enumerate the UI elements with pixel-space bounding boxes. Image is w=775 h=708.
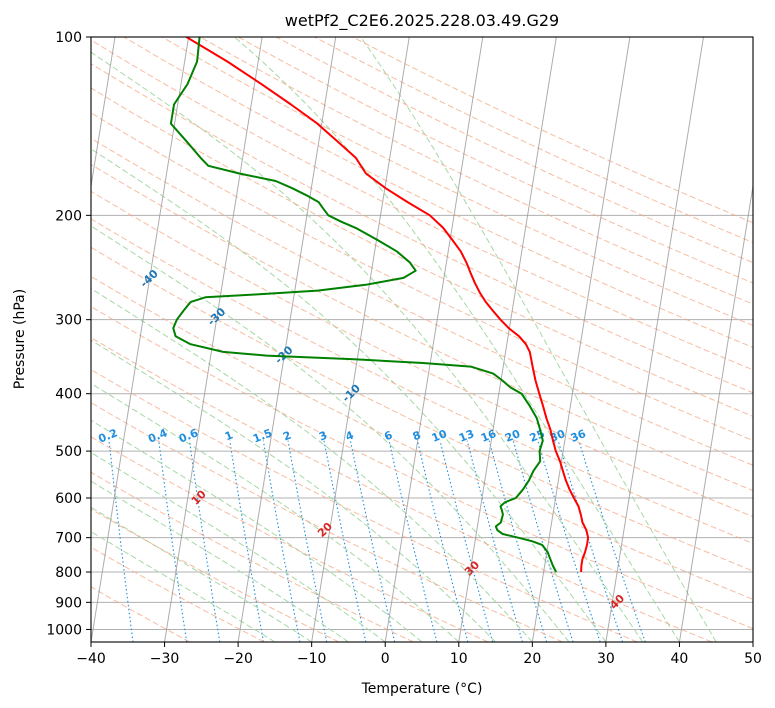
mixing-ratio-label: 16 [479, 427, 498, 445]
moist-adiabat-line [91, 288, 533, 642]
y-tick-label: 600 [55, 491, 82, 507]
y-tick-label: 100 [55, 30, 82, 46]
x-tick-label: 30 [597, 651, 615, 667]
y-tick-label: 1000 [46, 622, 82, 638]
dry-adiabat-line [91, 586, 190, 642]
isotherm-line [384, 37, 484, 642]
dry-adiabat-line [91, 402, 563, 642]
y-axis-label: Pressure (hPa) [12, 289, 28, 389]
dry-adiabat-line [123, 37, 753, 348]
isotherm-line [91, 37, 190, 642]
mixing-ratio-line [158, 440, 188, 642]
dry-adiabat-line [91, 137, 753, 466]
mixing-ratio-label: 3 [317, 429, 329, 444]
dry-adiabat-line [91, 508, 340, 642]
isotherm-grid [91, 37, 753, 642]
x-axis: −40 −30 −20 −10 0 10 20 30 40 50 [76, 642, 762, 667]
dry-adiabat-line [91, 305, 753, 630]
isotherm-line [531, 37, 631, 642]
mixing-ratio-label: 8 [411, 429, 423, 444]
moist-adiabat-line [91, 451, 386, 642]
sounding-series [169, 37, 590, 573]
x-tick-label: −20 [223, 651, 253, 667]
mixing-ratio-line [488, 440, 548, 642]
isotherm-line [164, 37, 263, 642]
x-tick-label: 20 [523, 651, 541, 667]
mixing-ratio-line [512, 440, 574, 642]
y-tick-label: 800 [55, 565, 82, 581]
dry-adiabat-line [91, 190, 753, 518]
y-tick-label: 400 [55, 387, 82, 403]
mixing-ratio-line [262, 440, 301, 642]
mixing-ratio-line [188, 440, 221, 642]
mixing-ratio-line [416, 440, 469, 642]
isotherm-line [605, 37, 704, 642]
chart-title: wetPf2_C2E6.2025.228.03.49.G29 [285, 11, 559, 31]
mixing-ratio-label: 36 [569, 427, 588, 445]
isotherm-line [311, 37, 410, 642]
y-tick-label: 500 [55, 444, 82, 460]
dry-adiabat-line [161, 37, 753, 327]
moist-adiabat-line [360, 37, 717, 642]
mixing-ratio-label: 2 [281, 429, 293, 444]
x-tick-label: −30 [150, 651, 180, 667]
moist-adiabat-line [91, 480, 349, 642]
moist-adiabat-line [91, 382, 460, 642]
y-axis: 100 200 300 400 500 600 700 800 900 1000 [46, 30, 91, 638]
isotherm-line [678, 182, 753, 642]
moist-adiabat-line [91, 419, 423, 642]
dry-adiabat-line [91, 337, 712, 642]
y-tick-label: 300 [55, 313, 82, 329]
x-tick-label: −40 [76, 651, 106, 667]
temperature-line [185, 37, 590, 573]
mixing-ratio-line [108, 440, 134, 642]
moist-adiabat-line [91, 225, 570, 642]
mixing-ratio-label: 1 [223, 429, 235, 444]
dry-adiabat-line [91, 87, 753, 417]
x-tick-label: 50 [744, 651, 762, 667]
isotherm-line [237, 37, 337, 642]
y-tick-label: 200 [55, 208, 82, 224]
mixing-ratio-line [287, 440, 328, 642]
mixing-ratio-line [229, 440, 265, 642]
y-tick-label: 700 [55, 531, 82, 547]
dry-adiabat-line [199, 37, 753, 305]
isotherm-line [91, 37, 116, 190]
mixing-ratio-label: 20 [503, 427, 522, 445]
x-tick-label: 40 [671, 651, 689, 667]
moist-adiabat-line [91, 531, 276, 642]
dry-adiabat-line [91, 436, 489, 642]
dewpoint-line [169, 37, 557, 573]
dry-adiabat-line [91, 163, 753, 492]
mixing-ratio-label: 10 [430, 427, 449, 445]
dry-adiabat-line [91, 275, 753, 600]
dry-adiabat-line [91, 39, 753, 371]
x-tick-label: 0 [381, 651, 390, 667]
moist-adiabat-line [91, 339, 496, 642]
moist-adiabat-line [91, 148, 607, 642]
x-axis-label: Temperature (°C) [361, 681, 483, 697]
moist-adiabat-line [91, 51, 644, 642]
mixing-ratio-line [439, 440, 494, 642]
isotherm-line [458, 37, 557, 642]
plot-frame [90, 36, 754, 643]
mixing-ratio-line [466, 440, 524, 642]
y-tick-label: 900 [55, 595, 82, 611]
x-tick-label: −10 [297, 651, 327, 667]
dry-adiabats [91, 37, 753, 642]
plot-area: -100-90-80-70-60-50-40-30-20-10 0.10.20.… [91, 37, 753, 642]
mixing-ratio-label: 13 [457, 427, 476, 445]
x-tick-label: 10 [450, 651, 468, 667]
mixing-ratio-line [323, 440, 367, 642]
